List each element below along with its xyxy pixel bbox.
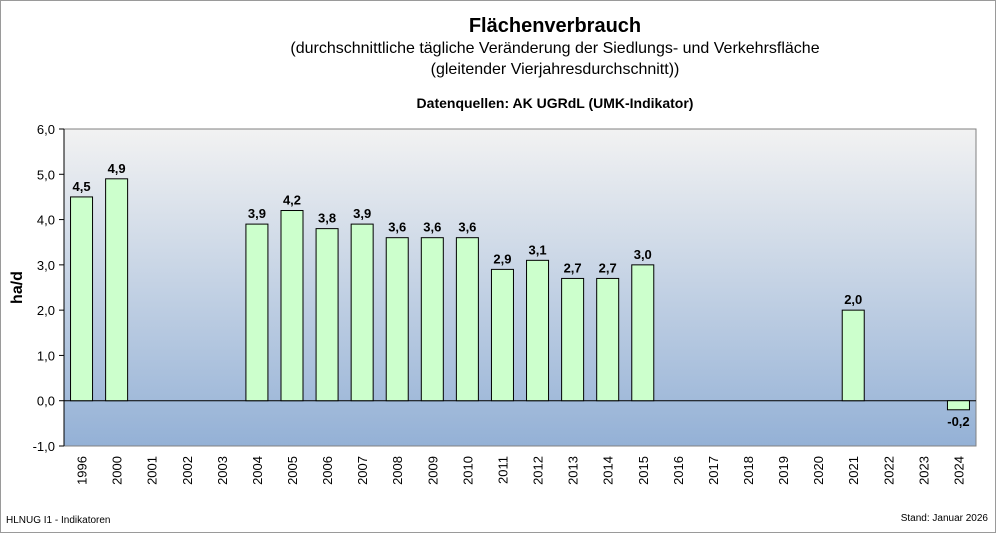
plot-area <box>63 128 977 447</box>
x-tick-label: 2013 <box>566 456 581 485</box>
y-tick-label: -1,0 <box>33 439 55 454</box>
bar-value-label: 2,7 <box>564 260 582 275</box>
footer-right-text: Stand: Januar 2026 <box>900 513 988 524</box>
bar-value-label: 3,6 <box>458 220 476 235</box>
y-tick-label: 5,0 <box>37 167 55 182</box>
bar <box>455 237 479 402</box>
x-tick-label: 2017 <box>706 456 721 485</box>
x-tick-label: 2012 <box>531 456 546 485</box>
bar <box>420 237 444 402</box>
y-tick-label: 1,0 <box>37 348 55 363</box>
x-tick-label: 2021 <box>846 456 861 485</box>
y-tick-label: 3,0 <box>37 258 55 273</box>
x-tick-label: 2008 <box>390 456 405 485</box>
bar <box>385 237 409 402</box>
bar-value-label: 2,0 <box>844 292 862 307</box>
x-tick-label: 2010 <box>460 456 475 485</box>
y-axis-label: ha/d <box>9 271 26 304</box>
chart-subtitle-line2: (gleitender Vierjahresdurchschnitt)) <box>430 61 680 78</box>
bar <box>280 210 304 402</box>
x-tick-label: 2016 <box>671 456 686 485</box>
bar <box>526 259 550 402</box>
bar <box>315 228 339 402</box>
x-tick-label: 2001 <box>145 456 160 485</box>
bar-value-label: 3,1 <box>528 242 546 257</box>
bar <box>70 196 94 402</box>
x-tick-label: 2005 <box>285 456 300 485</box>
bar-value-label: 3,8 <box>318 211 336 226</box>
bar <box>490 268 514 402</box>
x-tick-label: 2004 <box>250 456 265 485</box>
x-tick-label: 2018 <box>741 456 756 485</box>
x-tick-label: 2007 <box>355 456 370 485</box>
x-tick-label: 2003 <box>215 456 230 485</box>
bar-value-label: 3,9 <box>248 206 266 221</box>
bar-value-label: 4,5 <box>72 179 90 194</box>
x-tick-label: 2011 <box>495 456 510 484</box>
bar <box>596 277 620 402</box>
bar <box>631 264 655 402</box>
y-tick-label: 0,0 <box>37 394 55 409</box>
bar <box>350 223 374 402</box>
bar <box>105 178 129 402</box>
x-tick-label: 2002 <box>180 456 195 485</box>
x-tick-label: 2000 <box>110 456 125 485</box>
bar-value-label: -0,2 <box>947 414 969 429</box>
bar-value-label: 3,9 <box>353 206 371 221</box>
bar-value-label: 3,6 <box>423 220 441 235</box>
bar-value-label: 2,7 <box>599 260 617 275</box>
x-tick-label: 2022 <box>881 456 896 485</box>
x-tick-label: 2015 <box>636 456 651 485</box>
bar-value-label: 2,9 <box>493 251 511 266</box>
bar-value-label: 3,0 <box>634 247 652 262</box>
y-tick-label: 6,0 <box>37 122 55 137</box>
chart-subtitle-line1: (durchschnittliche tägliche Veränderung … <box>290 40 820 57</box>
y-tick-label: 2,0 <box>37 303 55 318</box>
footer-left-text: HLNUG I1 - Indikatoren <box>6 515 111 526</box>
x-tick-label: 2019 <box>776 456 791 485</box>
x-tick-label: 1996 <box>75 456 90 485</box>
x-tick-label: 2024 <box>951 456 966 485</box>
x-tick-label: 2020 <box>811 456 826 485</box>
x-tick-label: 2014 <box>601 456 616 485</box>
x-tick-label: 2009 <box>425 456 440 485</box>
bar <box>561 277 585 402</box>
bar-value-label: 4,2 <box>283 193 301 208</box>
bar-value-label: 4,9 <box>108 161 126 176</box>
bar <box>946 400 970 411</box>
y-tick-label: 4,0 <box>37 213 55 228</box>
bar <box>841 309 865 402</box>
chart-title: Flächenverbrauch <box>468 15 642 37</box>
bar <box>245 223 269 402</box>
x-tick-label: 2006 <box>320 456 335 485</box>
bar-value-label: 3,6 <box>388 220 406 235</box>
x-tick-label: 2023 <box>916 456 931 485</box>
data-source-label: Datenquellen: AK UGRdL (UMK-Indikator) <box>416 95 694 111</box>
